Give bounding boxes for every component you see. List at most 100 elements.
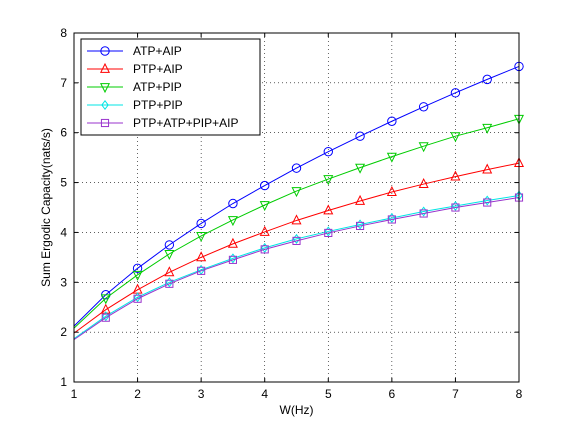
y-tick-label: 7 [60, 76, 67, 90]
y-tick-label: 1 [60, 375, 67, 389]
series-ptp-aip [73, 157, 525, 334]
legend-label: PTP+AIP [133, 62, 183, 76]
data-point-triangle-down [418, 142, 429, 153]
data-point-circle [291, 163, 302, 173]
data-point-triangle-down [196, 232, 207, 243]
legend-entry: PTP+ATP+PIP+AIP [87, 116, 239, 130]
data-point-square [197, 266, 206, 275]
data-point-diamond [102, 311, 110, 322]
data-point-circle [323, 146, 333, 157]
y-tick-label: 5 [60, 176, 67, 190]
x-tick-label: 4 [261, 387, 268, 401]
legend-entry: PTP+AIP [87, 62, 183, 76]
data-point-diamond [165, 277, 174, 288]
series-line [73, 195, 520, 340]
series-ptp-atp-pip-aip [73, 193, 524, 341]
y-tick-label: 3 [60, 275, 67, 289]
data-point-triangle-up [355, 194, 366, 205]
data-point-triangle-down [259, 201, 270, 212]
data-point-triangle-up [482, 163, 493, 174]
data-point-triangle-down [100, 294, 111, 305]
y-tick-label: 6 [60, 126, 67, 140]
data-point-triangle-up [227, 237, 238, 248]
axis-ticks: 1 2 3 4 5 6 7 8 1 2 3 4 5 6 7 8 [60, 26, 522, 401]
data-point-triangle-down [227, 216, 238, 227]
data-point-circle [482, 74, 492, 85]
legend-marker-square [100, 118, 110, 128]
data-point-diamond [324, 226, 333, 237]
plot-frame [73, 32, 520, 383]
y-tick-label: 4 [60, 225, 67, 239]
series-line [73, 65, 520, 327]
legend-label: ATP+PIP [133, 80, 182, 94]
data-point-triangle-up [196, 251, 207, 262]
data-point-square [356, 221, 365, 231]
series-line [73, 197, 520, 341]
data-point-square [483, 198, 492, 207]
x-axis-label: W(Hz) [280, 403, 314, 417]
y-axis-label: Sum Ergodic Capacity(nats/s) [39, 128, 53, 287]
data-point-diamond [260, 242, 269, 253]
series-line [73, 162, 520, 334]
data-point-diamond [388, 212, 396, 224]
data-point-square [387, 215, 396, 224]
data-point-triangle-down [164, 249, 175, 260]
data-point-diamond [356, 219, 364, 230]
data-point-triangle-up [450, 170, 461, 181]
data-point-circle [450, 88, 461, 98]
x-tick-label: 1 [71, 387, 78, 401]
x-tick-label: 3 [198, 387, 205, 401]
legend-marker-triangle-up [99, 62, 111, 73]
data-point-triangle-down [482, 123, 493, 134]
data-point-diamond [133, 292, 142, 303]
data-point-circle [196, 218, 206, 229]
data-point-triangle-up [100, 303, 111, 314]
data-point-square [101, 313, 110, 322]
x-tick-label: 7 [452, 387, 459, 401]
x-tick-label: 8 [516, 387, 523, 401]
legend-label: PTP+PIP [133, 98, 183, 112]
y-tick-label: 2 [60, 325, 67, 339]
x-tick-label: 2 [134, 387, 141, 401]
series-atp-aip [73, 61, 524, 327]
legend-entry: ATP+AIP [87, 44, 182, 58]
data-point-circle [260, 180, 270, 191]
legend-marker-diamond [101, 99, 109, 111]
data-point-square [260, 245, 269, 254]
data-point-circle [164, 240, 175, 250]
data-point-circle [418, 102, 429, 112]
legend-marker-triangle-down [99, 83, 111, 94]
data-point-square [451, 203, 460, 212]
data-point-triangle-up [291, 214, 302, 225]
legend: ATP+AIP PTP+AIP ATP+PIP PTP+PIP PTP+ATP+PIP+… [80, 38, 261, 136]
y-tick-label: 8 [60, 26, 67, 40]
data-point-triangle-down [323, 175, 334, 186]
data-point-square [133, 294, 142, 303]
legend-entry: ATP+PIP [87, 80, 182, 94]
data-point-square [165, 279, 174, 288]
data-point-triangle-down [355, 163, 366, 174]
data-point-square [228, 255, 237, 264]
data-point-triangle-up [259, 225, 270, 236]
data-point-circle [228, 198, 238, 209]
series-line [73, 118, 520, 329]
data-point-triangle-down [132, 270, 143, 281]
data-point-diamond [229, 253, 237, 264]
data-point-square [292, 236, 301, 245]
data-point-circle [387, 116, 397, 126]
legend-marker-circle [100, 46, 110, 56]
x-tick-label: 5 [325, 387, 332, 401]
data-point-square [419, 209, 428, 218]
data-point-triangle-down [291, 187, 302, 198]
x-tick-label: 6 [389, 387, 396, 401]
data-point-triangle-down [386, 152, 397, 163]
data-point-triangle-up [164, 266, 175, 277]
data-point-triangle-up [418, 177, 429, 188]
legend-label: PTP+ATP+PIP+AIP [133, 116, 239, 130]
data-point-square [324, 228, 333, 237]
legend-label: ATP+AIP [133, 44, 182, 58]
data-point-triangle-up [386, 185, 397, 196]
data-point-circle [132, 263, 143, 274]
series-group [73, 61, 525, 341]
